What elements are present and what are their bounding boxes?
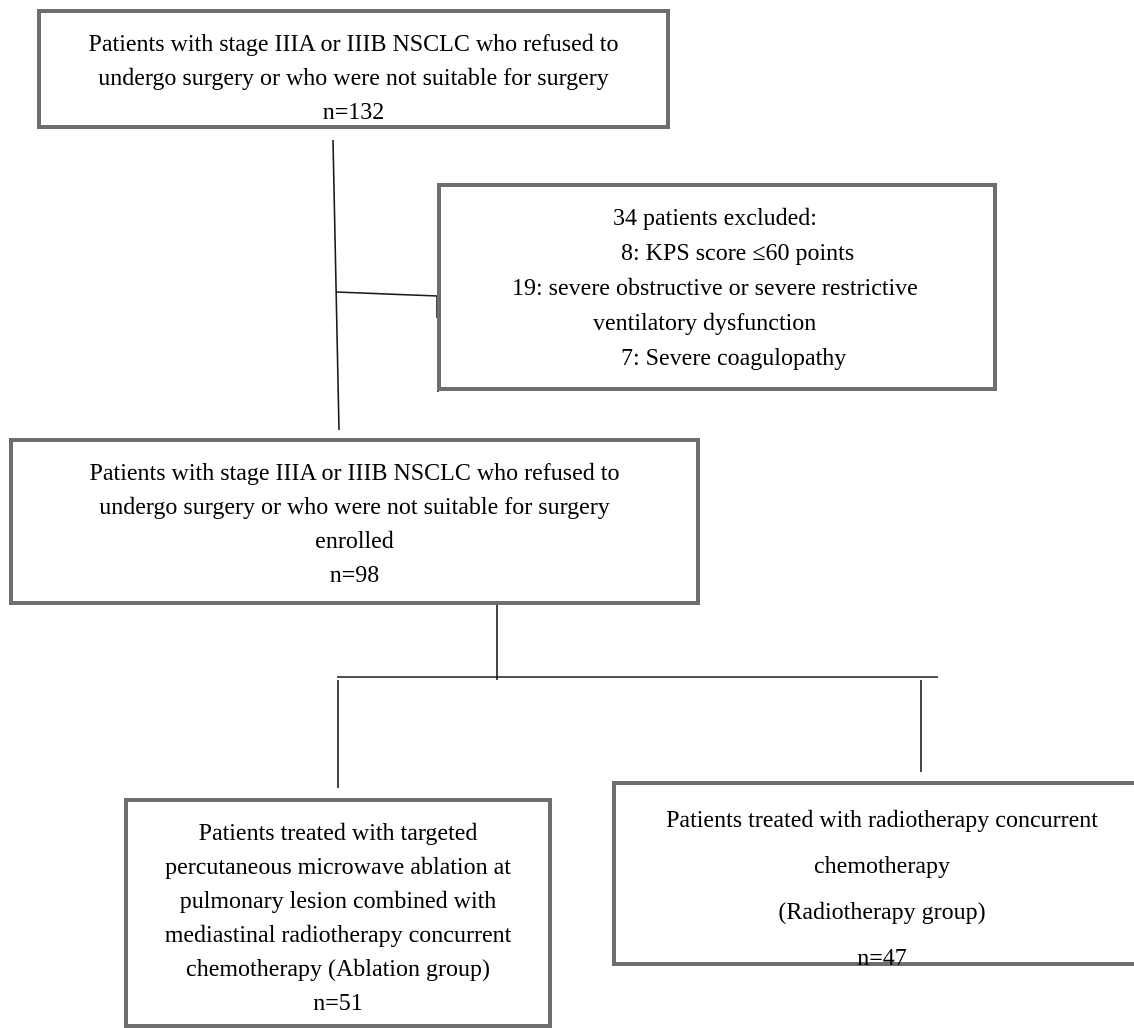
excluded-title: 34 patients excluded: [613,205,817,231]
connector-screening-to-enrolled [332,139,340,431]
radiotherapy-line-3: (Radiotherapy group) [778,899,986,925]
radiotherapy-count: n=47 [857,945,907,971]
ablation-line-4: mediastinal radiotherapy concurrent [164,922,512,948]
ablation-count: n=51 [313,990,363,1016]
screening-line-2: undergo surgery or who were not suitable… [98,65,609,91]
enrolled-line-2: undergo surgery or who were not suitable… [99,494,610,520]
excluded-box: 34 patients excluded: 8: KPS score ≤60 p… [437,183,997,391]
ablation-line-1: Patients treated with targeted [198,820,478,846]
screening-box: Patients with stage IIIA or IIIB NSCLC w… [37,9,670,129]
screening-count: n=132 [322,99,385,125]
ablation-line-3: pulmonary lesion combined with [179,888,497,914]
ablation-line-2: percutaneous microwave ablation at [165,854,511,880]
ablation-group-box: Patients treated with targeted percutane… [124,798,552,1028]
connector-to-excluded [335,291,439,297]
enrolled-line-3: enrolled [315,528,394,554]
ablation-line-5: chemotherapy (Ablation group) [186,956,490,982]
excluded-reason-ventilatory: 19: severe obstructive or severe restric… [512,275,918,301]
enrolled-count: n=98 [329,562,380,588]
excluded-reason-ventilatory-cont: ventilatory dysfunction [593,310,817,336]
excluded-reason-coagulopathy: 7: Severe coagulopathy [621,345,847,371]
screening-line-1: Patients with stage IIIA or IIIB NSCLC w… [88,31,619,57]
radiotherapy-group-box: Patients treated with radiotherapy concu… [612,781,1134,971]
excluded-reason-kps: 8: KPS score ≤60 points [621,240,855,266]
radiotherapy-line-2: chemotherapy [814,853,950,879]
radiotherapy-line-1: Patients treated with radiotherapy concu… [666,807,1098,833]
enrolled-line-1: Patients with stage IIIA or IIIB NSCLC w… [89,460,620,486]
enrolled-box: Patients with stage IIIA or IIIB NSCLC w… [9,438,700,605]
